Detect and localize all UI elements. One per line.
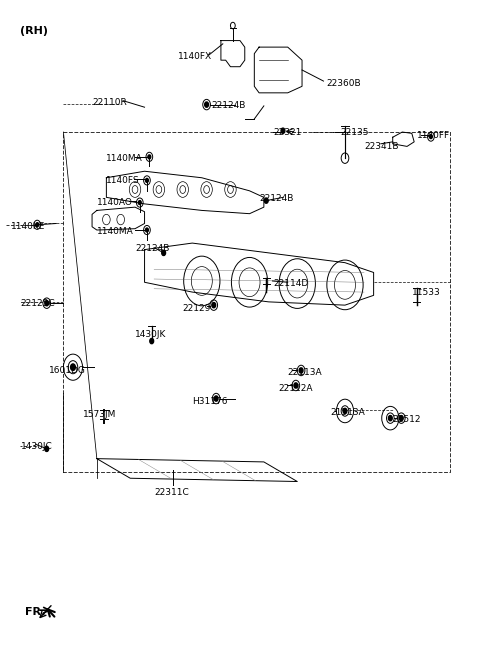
Text: 1140KE: 1140KE (11, 222, 45, 232)
Text: 22129: 22129 (183, 304, 211, 313)
Text: 1140AO: 1140AO (97, 198, 132, 207)
Text: 22124B: 22124B (259, 194, 293, 203)
Circle shape (212, 302, 216, 308)
Text: 22110R: 22110R (92, 98, 127, 107)
Text: 1140MA: 1140MA (97, 227, 133, 236)
Circle shape (145, 228, 148, 232)
Text: 1601DG: 1601DG (49, 366, 86, 375)
Text: 22360B: 22360B (326, 79, 360, 87)
Circle shape (264, 198, 268, 203)
Circle shape (214, 396, 218, 401)
Text: 22113A: 22113A (288, 368, 323, 377)
Text: (RH): (RH) (21, 26, 48, 36)
Text: 22321: 22321 (274, 127, 302, 136)
Circle shape (343, 408, 347, 413)
Text: 1140FS: 1140FS (107, 176, 140, 185)
Circle shape (71, 364, 75, 371)
Text: 22341B: 22341B (364, 142, 398, 151)
Circle shape (45, 300, 48, 306)
Circle shape (399, 415, 403, 420)
Circle shape (138, 201, 141, 205)
Circle shape (162, 251, 166, 255)
Circle shape (204, 102, 208, 107)
Text: 1573JM: 1573JM (83, 410, 116, 419)
Circle shape (145, 178, 148, 182)
Text: 22125C: 22125C (21, 298, 55, 308)
Text: 21512: 21512 (393, 415, 421, 424)
Text: 11533: 11533 (412, 287, 441, 297)
Text: 22112A: 22112A (278, 384, 312, 392)
Text: 22135: 22135 (340, 127, 369, 136)
Text: 1430JK: 1430JK (135, 330, 167, 339)
Circle shape (150, 338, 154, 344)
Text: 22114D: 22114D (274, 279, 309, 288)
Circle shape (299, 368, 303, 373)
Text: 1140FF: 1140FF (417, 131, 450, 140)
Circle shape (294, 383, 298, 388)
Text: 22124B: 22124B (211, 102, 246, 110)
Text: 21513A: 21513A (331, 409, 365, 417)
Text: H31176: H31176 (192, 397, 228, 405)
Circle shape (36, 223, 38, 227)
Text: 1140MA: 1140MA (107, 154, 143, 163)
Text: 22311C: 22311C (154, 488, 189, 497)
Circle shape (148, 155, 151, 159)
Circle shape (388, 415, 392, 420)
Circle shape (281, 128, 285, 133)
Circle shape (45, 446, 48, 451)
Text: 22124B: 22124B (135, 244, 169, 253)
Text: 1430JC: 1430JC (21, 442, 52, 451)
Text: FR.: FR. (25, 607, 46, 617)
Text: 1140FX: 1140FX (178, 52, 212, 62)
Circle shape (430, 134, 432, 138)
